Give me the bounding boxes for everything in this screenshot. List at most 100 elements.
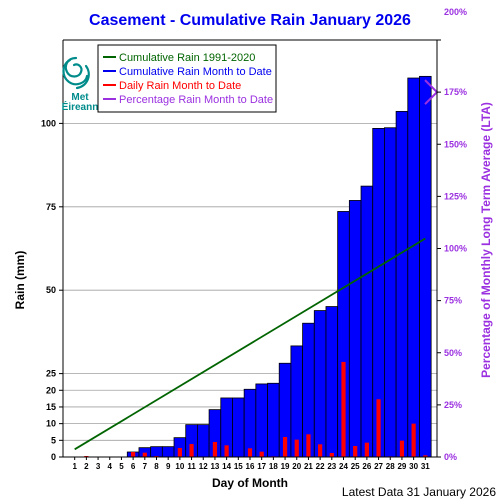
daily-bar <box>224 445 229 457</box>
x-tick-label: 20 <box>292 462 301 471</box>
x-tick-label: 12 <box>199 462 208 471</box>
x-tick-label: 6 <box>131 462 136 471</box>
cumulative-bar <box>407 77 420 458</box>
chart-title: Casement - Cumulative Rain January 2026 <box>89 12 411 29</box>
daily-bar <box>353 445 358 457</box>
legend-box <box>97 44 277 113</box>
latest-data-footer: Latest Data 31 January 2026 <box>342 485 496 499</box>
x-tick-label: 7 <box>143 462 148 471</box>
cumulative-bar <box>161 446 175 458</box>
x-tick-label: 13 <box>210 462 219 471</box>
left-tick-label: 0 <box>51 452 56 462</box>
logo-text-line1: Met <box>71 92 89 103</box>
cumulative-bar <box>255 383 268 458</box>
legend-entry: Percentage Rain Month to Date <box>119 94 273 106</box>
daily-bar <box>364 442 369 457</box>
daily-bar <box>341 361 346 457</box>
cumulative-bar <box>243 388 257 458</box>
daily-bar <box>212 441 218 457</box>
x-tick-label: 2 <box>84 462 89 471</box>
x-tick-label: 30 <box>409 462 418 471</box>
left-tick-label: 15 <box>46 402 56 412</box>
x-tick-label: 24 <box>339 462 348 471</box>
daily-bar <box>306 434 311 457</box>
left-axis-ticks: 0 5 10 15 20 25 50 75 100 <box>41 118 63 462</box>
left-tick-label: 25 <box>46 369 56 379</box>
cumulative-bar <box>395 110 409 458</box>
legend-entry: Cumulative Rain 1991-2020 <box>119 52 255 64</box>
x-axis-label: Day of Month <box>212 476 288 490</box>
daily-bar <box>84 455 89 457</box>
left-tick-label: 50 <box>46 285 56 295</box>
right-tick-label: 175% <box>444 87 467 97</box>
right-tick-label: 125% <box>444 191 467 201</box>
met-eireann-logo: Met Éireann <box>62 56 99 113</box>
x-tick-label: 22 <box>316 462 325 471</box>
cumulative-bar <box>325 306 339 458</box>
x-tick-label: 1 <box>72 462 77 471</box>
x-tick-label: 28 <box>386 462 395 471</box>
swirl-icon <box>62 56 90 90</box>
left-tick-label: 20 <box>46 385 56 395</box>
x-tick-label: 11 <box>187 462 196 471</box>
x-tick-label: 27 <box>374 462 383 471</box>
right-tick-label: 150% <box>444 139 467 149</box>
right-tick-label: 75% <box>444 296 462 306</box>
right-axis-ticks: 0% 25% 50% 75% 100% 125% 150% 175% 200% <box>437 7 467 462</box>
daily-bar <box>177 447 182 457</box>
x-tick-label: 18 <box>269 462 278 471</box>
x-tick-label: 17 <box>257 462 266 471</box>
x-tick-label: 25 <box>351 462 360 471</box>
cumulative-bar <box>197 424 210 458</box>
y-axis-label: Rain (mm) <box>13 251 27 310</box>
x-tick-label: 9 <box>166 462 171 471</box>
daily-bar <box>142 452 147 457</box>
x-tick-label: 15 <box>234 462 243 471</box>
right-tick-label: 25% <box>444 400 462 410</box>
left-tick-label: 100 <box>41 118 56 128</box>
left-tick-label: 5 <box>51 435 56 445</box>
daily-bar <box>154 455 159 457</box>
right-tick-label: 200% <box>444 7 467 17</box>
x-tick-label: 26 <box>362 462 371 471</box>
legend: Cumulative Rain 1991-2020 Cumulative Rain… <box>97 44 277 113</box>
x-tick-label: 5 <box>119 462 124 471</box>
left-tick-label: 75 <box>46 202 56 212</box>
daily-bar <box>282 436 288 457</box>
right-tick-label: 50% <box>444 348 462 358</box>
cumulative-bar <box>267 382 280 458</box>
x-tick-label: 29 <box>397 462 406 471</box>
x-tick-label: 31 <box>421 462 430 471</box>
daily-bar <box>131 451 136 457</box>
daily-bar <box>247 448 253 457</box>
x-axis-ticks: 1 2 3 4 5 6 7 8 9 10 11 12 13 14 15 16 17 18 19 20 21 22 23 24 2… <box>72 457 430 471</box>
daily-bars <box>84 361 428 457</box>
daily-bar <box>259 451 264 457</box>
cumulative-bar <box>313 310 327 458</box>
cumulative-bar <box>150 446 163 458</box>
x-tick-label: 14 <box>222 462 231 471</box>
logo-text-line2: Éireann <box>62 100 99 113</box>
daily-bar <box>318 444 323 457</box>
cumulative-bar <box>419 75 432 458</box>
x-tick-label: 10 <box>175 462 184 471</box>
x-tick-label: 19 <box>281 462 290 471</box>
legend-entry: Daily Rain Month to Date <box>119 80 241 92</box>
x-tick-label: 3 <box>96 462 101 471</box>
y2-axis-label: Percentage of Monthly Long Term Average … <box>479 102 493 378</box>
x-tick-label: 23 <box>327 462 336 471</box>
cumulative-bar <box>360 185 374 458</box>
lta-line-segment <box>74 237 426 451</box>
daily-bar <box>376 399 381 457</box>
right-tick-label: 0% <box>444 452 457 462</box>
daily-bar <box>294 439 299 457</box>
x-tick-label: 21 <box>304 462 313 471</box>
x-tick-label: 16 <box>246 462 255 471</box>
daily-bar <box>189 443 194 457</box>
legend-entry: Cumulative Rain Month to Date <box>119 66 272 78</box>
lta-line <box>74 237 426 451</box>
cumulative-bars <box>126 75 432 458</box>
left-tick-label: 10 <box>46 419 56 429</box>
cumulative-bar <box>384 127 397 458</box>
